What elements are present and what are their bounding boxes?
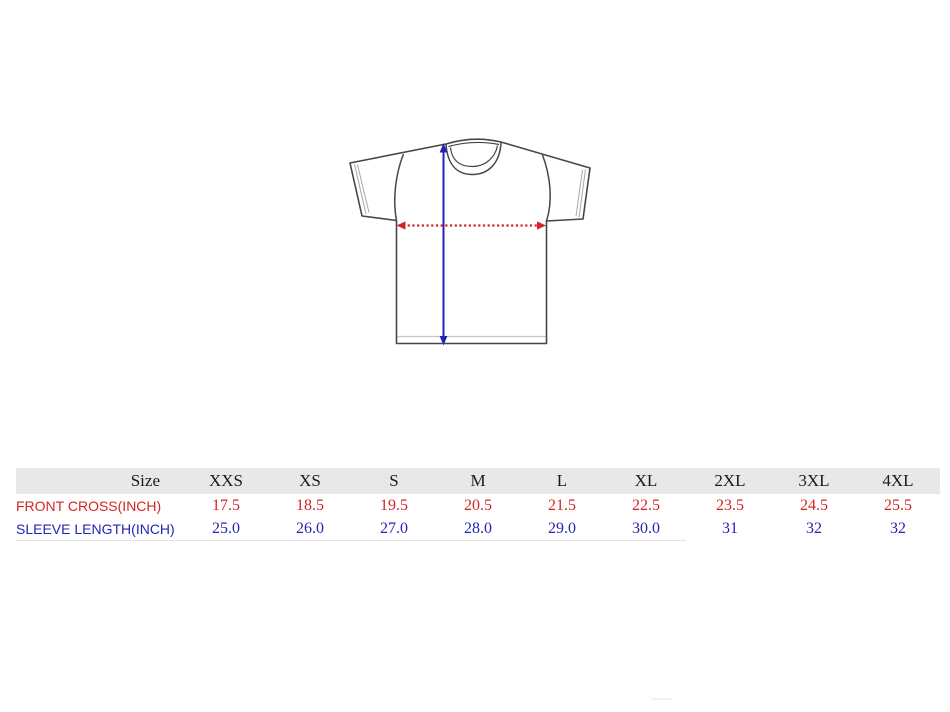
value-cell-front-cross: 21.5 <box>548 496 576 514</box>
value-cell-sleeve-length: 27.0 <box>380 519 408 537</box>
left-cuff-stitch <box>354 164 370 215</box>
left-armhole-seam <box>394 153 405 221</box>
size-table-body: FRONT CROSS(INCH) 17.5 18.5 19.5 20.5 21.5 22.… <box>16 494 940 540</box>
table-row-front-cross: FRONT CROSS(INCH) 17.5 18.5 19.5 20.5 21.5 22.… <box>16 494 940 517</box>
value-cell-front-cross: 24.5 <box>800 496 828 514</box>
size-table: Size XXS XS S M L XL 2XL 3XL 4XL FRONT CROSS(INCH… <box>16 468 940 540</box>
value-cell-front-cross: 23.5 <box>716 496 744 514</box>
value-cell-front-cross: 18.5 <box>296 496 324 514</box>
size-column-label: Size <box>16 468 184 494</box>
divider-artifact <box>651 698 672 700</box>
value-cell-sleeve-length: 32 <box>890 519 906 537</box>
row-label-sleeve-length: SLEEVE LENGTH(INCH) <box>16 520 175 537</box>
value-cell-front-cross: 17.5 <box>212 496 240 514</box>
collar-inner-back-line <box>448 141 500 148</box>
size-header-xl: XL <box>604 468 688 494</box>
size-header-s: S <box>352 468 436 494</box>
value-cell-sleeve-length: 29.0 <box>548 519 576 537</box>
size-header-m: M <box>436 468 520 494</box>
size-header-2xl: 2XL <box>688 468 772 494</box>
size-header-xs: XS <box>268 468 352 494</box>
value-cell-front-cross: 25.5 <box>884 496 912 514</box>
collar-inner-curve <box>449 145 499 168</box>
size-header-3xl: 3XL <box>772 468 856 494</box>
front-cross-arrow <box>396 221 546 230</box>
value-cell-sleeve-length: 30.0 <box>632 519 660 537</box>
tshirt-outline <box>349 138 591 345</box>
size-table-header: Size XXS XS S M L XL 2XL 3XL 4XL <box>16 468 940 494</box>
value-cell-front-cross: 20.5 <box>464 496 492 514</box>
header-row: Size XXS XS S M L XL 2XL 3XL 4XL <box>16 468 940 494</box>
table-bottom-border <box>16 540 686 541</box>
right-armhole-seam <box>541 154 551 222</box>
sleeve-length-arrow <box>439 143 448 346</box>
value-cell-sleeve-length: 32 <box>806 519 822 537</box>
collar-outer-curve <box>445 142 502 176</box>
value-cell-sleeve-length: 25.0 <box>212 519 240 537</box>
size-header-xxs: XXS <box>184 468 268 494</box>
value-cell-front-cross: 22.5 <box>632 496 660 514</box>
tshirt-diagram <box>349 138 591 346</box>
table-row-sleeve-length: SLEEVE LENGTH(INCH) 25.0 26.0 27.0 28.0 29.0 3… <box>16 517 940 540</box>
size-header-l: L <box>520 468 604 494</box>
value-cell-sleeve-length: 26.0 <box>296 519 324 537</box>
right-cuff-stitch <box>575 169 586 218</box>
value-cell-front-cross: 19.5 <box>380 496 408 514</box>
size-header-4xl: 4XL <box>856 468 940 494</box>
value-cell-sleeve-length: 31 <box>722 519 738 537</box>
row-label-front-cross: FRONT CROSS(INCH) <box>16 497 162 514</box>
value-cell-sleeve-length: 28.0 <box>464 519 492 537</box>
